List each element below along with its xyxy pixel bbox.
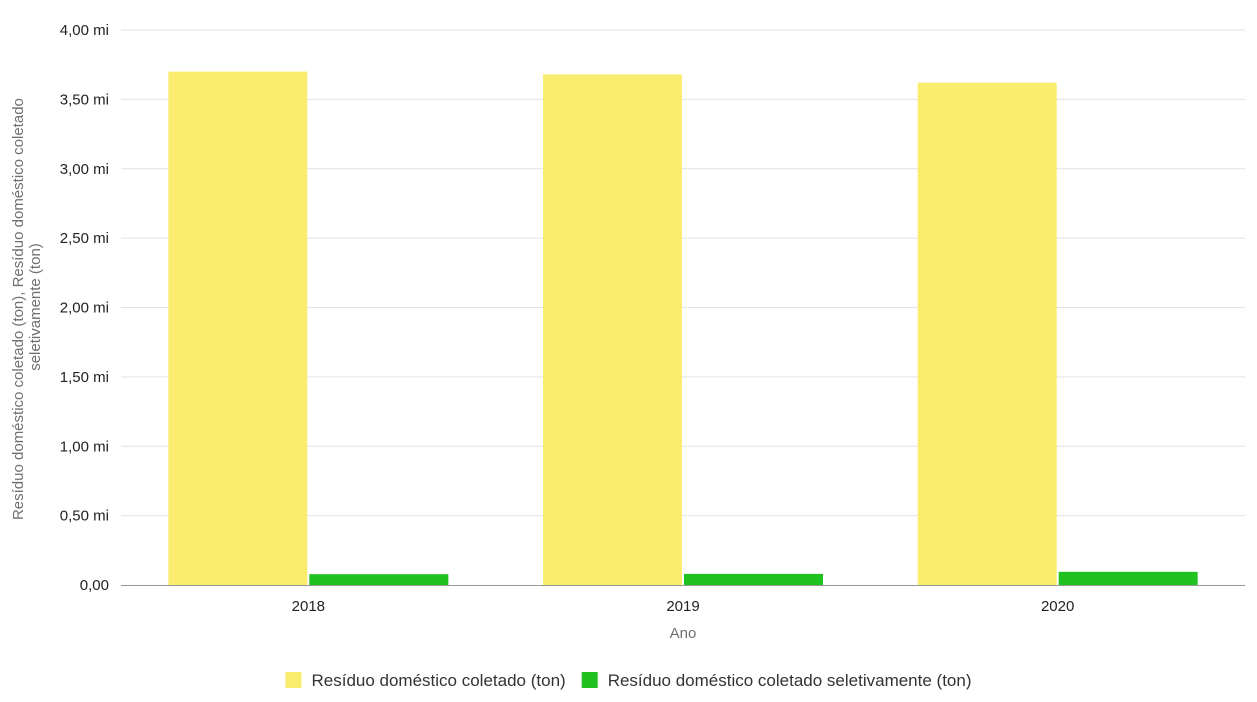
y-tick-label: 4,00 mi	[60, 22, 109, 39]
grid-lines	[121, 29, 1245, 517]
y-tick-label: 0,50 mi	[60, 508, 109, 525]
y-tick-label: 1,00 mi	[60, 438, 109, 455]
y-axis-title-line-2: seletivamente (ton)	[27, 243, 44, 371]
x-tick-label: 2019	[666, 598, 699, 615]
legend-swatch-selective	[581, 672, 598, 688]
legend-swatch-collected	[285, 672, 302, 688]
x-tick-label: 2020	[1041, 598, 1074, 615]
y-axis-title: Resíduo doméstico coletado (ton), Resídu…	[10, 94, 44, 520]
legend: Resíduo doméstico coletado (ton) Resíduo…	[285, 671, 972, 690]
legend-label-collected: Resíduo doméstico coletado (ton)	[311, 671, 565, 690]
x-axis-ticks: 2018 2019 2020	[292, 598, 1075, 615]
y-tick-label: 3,50 mi	[60, 91, 109, 108]
bars	[168, 71, 1198, 586]
y-tick-label: 0,00	[80, 577, 109, 594]
y-axis-ticks: 0,00 0,50 mi 1,00 mi 1,50 mi 2,00 mi 2,50 mi 3…	[60, 22, 109, 594]
y-tick-label: 2,00 mi	[60, 300, 109, 317]
x-axis-title: Ano	[670, 625, 697, 642]
bar-collected-2019	[543, 74, 682, 586]
bar-selective-2020	[1058, 571, 1198, 585]
bar-collected-2018	[168, 71, 308, 585]
bar-selective-2019	[684, 573, 823, 585]
legend-label-selective: Resíduo doméstico coletado seletivamente…	[608, 671, 972, 690]
bar-collected-2020	[917, 82, 1057, 585]
y-axis-title-line-1: Resíduo doméstico coletado (ton), Resídu…	[10, 98, 27, 520]
y-tick-label: 1,50 mi	[60, 369, 109, 386]
bar-selective-2018	[309, 574, 449, 585]
x-tick-label: 2018	[292, 598, 325, 615]
y-tick-label: 3,00 mi	[60, 161, 109, 178]
y-tick-label: 2,50 mi	[60, 230, 109, 247]
